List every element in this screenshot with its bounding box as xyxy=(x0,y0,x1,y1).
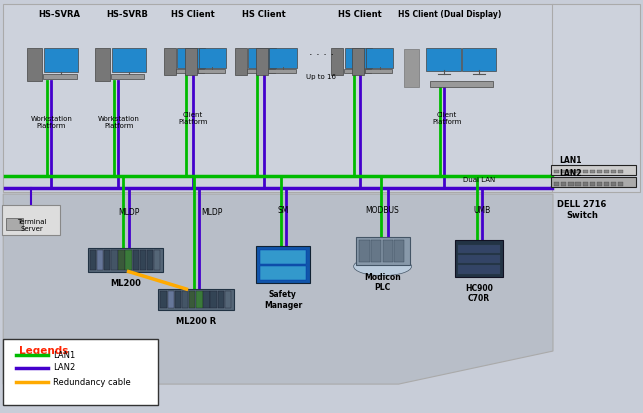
FancyBboxPatch shape xyxy=(147,250,153,270)
FancyBboxPatch shape xyxy=(161,291,167,308)
FancyBboxPatch shape xyxy=(217,291,224,308)
FancyBboxPatch shape xyxy=(575,182,581,186)
FancyBboxPatch shape xyxy=(256,47,268,75)
Text: MLDP: MLDP xyxy=(201,208,223,217)
FancyBboxPatch shape xyxy=(458,255,500,263)
FancyBboxPatch shape xyxy=(111,74,144,79)
FancyBboxPatch shape xyxy=(404,49,419,87)
FancyBboxPatch shape xyxy=(455,240,503,277)
FancyBboxPatch shape xyxy=(159,289,234,310)
FancyBboxPatch shape xyxy=(611,182,616,186)
Text: MLDP: MLDP xyxy=(118,208,140,217)
FancyBboxPatch shape xyxy=(224,291,231,308)
FancyBboxPatch shape xyxy=(185,47,197,75)
Text: LAN2: LAN2 xyxy=(559,169,582,178)
Text: HS-SVRA: HS-SVRA xyxy=(39,10,80,19)
FancyBboxPatch shape xyxy=(90,250,96,270)
FancyBboxPatch shape xyxy=(604,170,609,173)
Text: LAN1: LAN1 xyxy=(53,351,75,360)
FancyBboxPatch shape xyxy=(154,250,161,270)
Text: Workstation
Platform: Workstation Platform xyxy=(98,116,140,128)
Text: UMB: UMB xyxy=(474,206,491,215)
FancyBboxPatch shape xyxy=(561,170,566,173)
FancyBboxPatch shape xyxy=(551,165,636,175)
FancyBboxPatch shape xyxy=(248,47,276,68)
FancyBboxPatch shape xyxy=(554,170,559,173)
FancyBboxPatch shape xyxy=(583,170,588,173)
FancyBboxPatch shape xyxy=(458,265,500,273)
FancyBboxPatch shape xyxy=(430,81,493,87)
FancyBboxPatch shape xyxy=(359,240,370,262)
FancyBboxPatch shape xyxy=(235,47,247,75)
FancyBboxPatch shape xyxy=(203,291,210,308)
FancyBboxPatch shape xyxy=(182,291,188,308)
FancyBboxPatch shape xyxy=(554,182,559,186)
FancyBboxPatch shape xyxy=(196,291,203,308)
FancyBboxPatch shape xyxy=(561,182,566,186)
FancyBboxPatch shape xyxy=(199,47,226,68)
FancyBboxPatch shape xyxy=(256,246,310,282)
FancyBboxPatch shape xyxy=(44,47,78,72)
FancyBboxPatch shape xyxy=(331,47,343,75)
FancyBboxPatch shape xyxy=(168,291,174,308)
FancyBboxPatch shape xyxy=(87,249,163,272)
Text: Up to 16: Up to 16 xyxy=(307,74,336,81)
FancyBboxPatch shape xyxy=(590,170,595,173)
FancyBboxPatch shape xyxy=(2,205,60,235)
FancyBboxPatch shape xyxy=(132,250,139,270)
FancyBboxPatch shape xyxy=(189,291,195,308)
FancyBboxPatch shape xyxy=(140,250,146,270)
Text: HC900
C70R: HC900 C70R xyxy=(465,284,493,303)
Text: HS Client: HS Client xyxy=(338,10,382,19)
FancyBboxPatch shape xyxy=(597,170,602,173)
Text: HS-SVRB: HS-SVRB xyxy=(106,10,148,19)
FancyBboxPatch shape xyxy=(95,47,110,81)
FancyBboxPatch shape xyxy=(111,250,118,270)
FancyBboxPatch shape xyxy=(618,182,623,186)
FancyBboxPatch shape xyxy=(176,69,204,73)
FancyBboxPatch shape xyxy=(366,47,394,68)
FancyBboxPatch shape xyxy=(590,182,595,186)
FancyBboxPatch shape xyxy=(371,240,381,262)
FancyBboxPatch shape xyxy=(268,69,296,73)
Text: HS Client: HS Client xyxy=(242,10,285,19)
Text: ML200: ML200 xyxy=(110,279,141,288)
Text: SM: SM xyxy=(277,206,289,215)
FancyBboxPatch shape xyxy=(269,47,297,68)
Text: HS Client: HS Client xyxy=(171,10,215,19)
FancyBboxPatch shape xyxy=(575,170,581,173)
FancyBboxPatch shape xyxy=(125,250,132,270)
Text: Legends: Legends xyxy=(19,346,69,356)
Text: HS Client (Dual Display): HS Client (Dual Display) xyxy=(399,10,502,19)
Text: MODBUS: MODBUS xyxy=(366,206,399,215)
Text: ML200 R: ML200 R xyxy=(176,317,216,326)
Text: LAN1: LAN1 xyxy=(559,156,582,165)
FancyBboxPatch shape xyxy=(3,4,553,192)
FancyBboxPatch shape xyxy=(551,177,636,187)
FancyBboxPatch shape xyxy=(164,47,176,75)
FancyBboxPatch shape xyxy=(426,48,461,71)
FancyBboxPatch shape xyxy=(383,240,393,262)
FancyBboxPatch shape xyxy=(356,237,410,265)
FancyBboxPatch shape xyxy=(260,250,306,264)
FancyBboxPatch shape xyxy=(458,244,500,253)
FancyBboxPatch shape xyxy=(197,69,225,73)
FancyBboxPatch shape xyxy=(175,291,181,308)
FancyBboxPatch shape xyxy=(97,250,104,270)
FancyBboxPatch shape xyxy=(43,74,77,79)
Text: Terminal
Server: Terminal Server xyxy=(17,218,47,232)
FancyBboxPatch shape xyxy=(352,47,365,75)
FancyBboxPatch shape xyxy=(568,182,574,186)
FancyBboxPatch shape xyxy=(618,170,623,173)
FancyBboxPatch shape xyxy=(568,170,574,173)
FancyBboxPatch shape xyxy=(6,218,23,230)
FancyBboxPatch shape xyxy=(597,182,602,186)
FancyBboxPatch shape xyxy=(611,170,616,173)
Text: Modicon
PLC: Modicon PLC xyxy=(364,273,401,292)
Polygon shape xyxy=(3,194,553,384)
FancyBboxPatch shape xyxy=(210,291,217,308)
FancyBboxPatch shape xyxy=(345,47,372,68)
Text: Dual LAN: Dual LAN xyxy=(463,176,495,183)
FancyBboxPatch shape xyxy=(118,250,125,270)
